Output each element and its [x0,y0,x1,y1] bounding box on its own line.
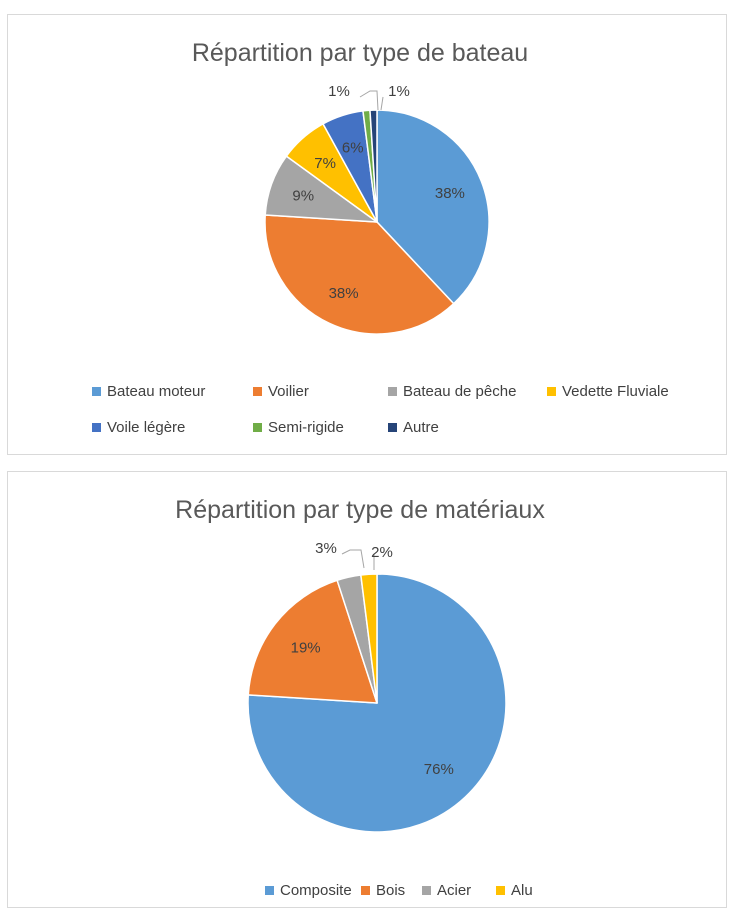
legend-item-voile-legere: Voile légère [92,419,185,436]
slice-labels: 38% 38% 9%7% 6% 1% 1% [292,83,465,302]
legend-item-composite: Composite [265,882,352,899]
leader-line-autre [380,96,384,111]
legend-item-semi-rigide: Semi-rigide [253,419,344,436]
legend-swatch-vedette-fluviale [547,387,556,396]
leader-line-acier [341,549,365,569]
boat-type-chart-panel: Répartition par type de bateau 38% 38% 9% 7… [7,14,727,455]
data-label-autre: 1% [388,83,410,100]
leader-lines [341,549,375,570]
legend-item-vedette-fluviale: Vedette Fluviale [547,383,669,400]
chart-legend: Composite Bois Acier Alu [265,882,533,899]
material-type-chart-panel: Répartition par type de matériaux 76% 19%… [7,471,727,908]
legend-label-autre: Autre [403,419,439,436]
legend-label-composite: Composite [280,882,352,899]
legend-swatch-voile-legere [92,423,101,432]
legend-swatch-bateau-de-peche [388,387,397,396]
data-label-semi-rigide: 1% [328,83,350,100]
legend-item-alu: Alu [496,882,533,899]
legend-label-bateau-de-peche: Bateau de pêche [403,383,516,400]
legend-swatch-semi-rigide [253,423,262,432]
boat-type-pie-chart: Répartition par type de bateau 38% 38% 9%7… [92,39,669,436]
pie-slice-bois [247,579,378,704]
pie-slices [247,573,507,833]
material-type-pie-chart: Répartition par type de matériaux 76% 19%… [175,496,545,899]
legend-swatch-voilier [253,387,262,396]
pie-slice-voilier [264,214,455,335]
legend-label-semi-rigide: Semi-rigide [268,419,344,436]
legend-label-voilier: Voilier [268,383,309,400]
legend-label-vedette-fluviale: Vedette Fluviale [562,383,669,400]
data-label-composite: 76% [424,761,454,778]
chart-title: Répartition par type de bateau [192,39,528,67]
legend-swatch-bois [361,886,370,895]
pie-slice-autre [369,109,378,223]
pie-slice-composite [247,573,507,833]
legend-item-voilier: Voilier [253,383,309,400]
legend-swatch-composite [265,886,274,895]
data-label-bateau-de-peche: 9% [292,187,314,204]
legend-swatch-autre [388,423,397,432]
data-label-alu: 2% [371,544,393,561]
leader-lines [359,90,384,111]
slice-labels: 76% 19% 3% 2% [291,540,454,778]
legend-label-bois: Bois [376,882,405,899]
legend-swatch-alu [496,886,505,895]
legend-item-bois: Bois [361,882,405,899]
legend-item-bateau-de-peche: Bateau de pêche [388,383,516,400]
chart-title: Répartition par type de matériaux [175,496,545,524]
legend-label-acier: Acier [437,882,471,899]
data-label-voile-legere: 6% [342,139,364,156]
legend-item-acier: Acier [422,882,471,899]
legend-swatch-bateau-moteur [92,387,101,396]
legend-item-bateau-moteur: Bateau moteur [92,383,205,400]
pie-slices [264,109,490,335]
pie-slice-bateau-moteur [376,109,490,305]
data-label-acier: 3% [315,540,337,557]
legend-swatch-acier [422,886,431,895]
data-label-bois: 19% [291,640,321,657]
legend-label-alu: Alu [511,882,533,899]
legend-label-bateau-moteur: Bateau moteur [107,383,205,400]
data-label-voilier: 38% [329,285,359,302]
chart-legend: Bateau moteur Voilier Bateau de pêche Vedet… [92,383,669,436]
data-label-bateau-moteur: 38% [435,185,465,202]
legend-label-voile-legere: Voile légère [107,419,185,436]
legend-item-autre: Autre [388,419,439,436]
leader-line-semi-rigide [359,90,379,111]
pie-slice-alu [360,573,378,704]
data-label-vedette-fluviale: 7% [314,155,336,172]
